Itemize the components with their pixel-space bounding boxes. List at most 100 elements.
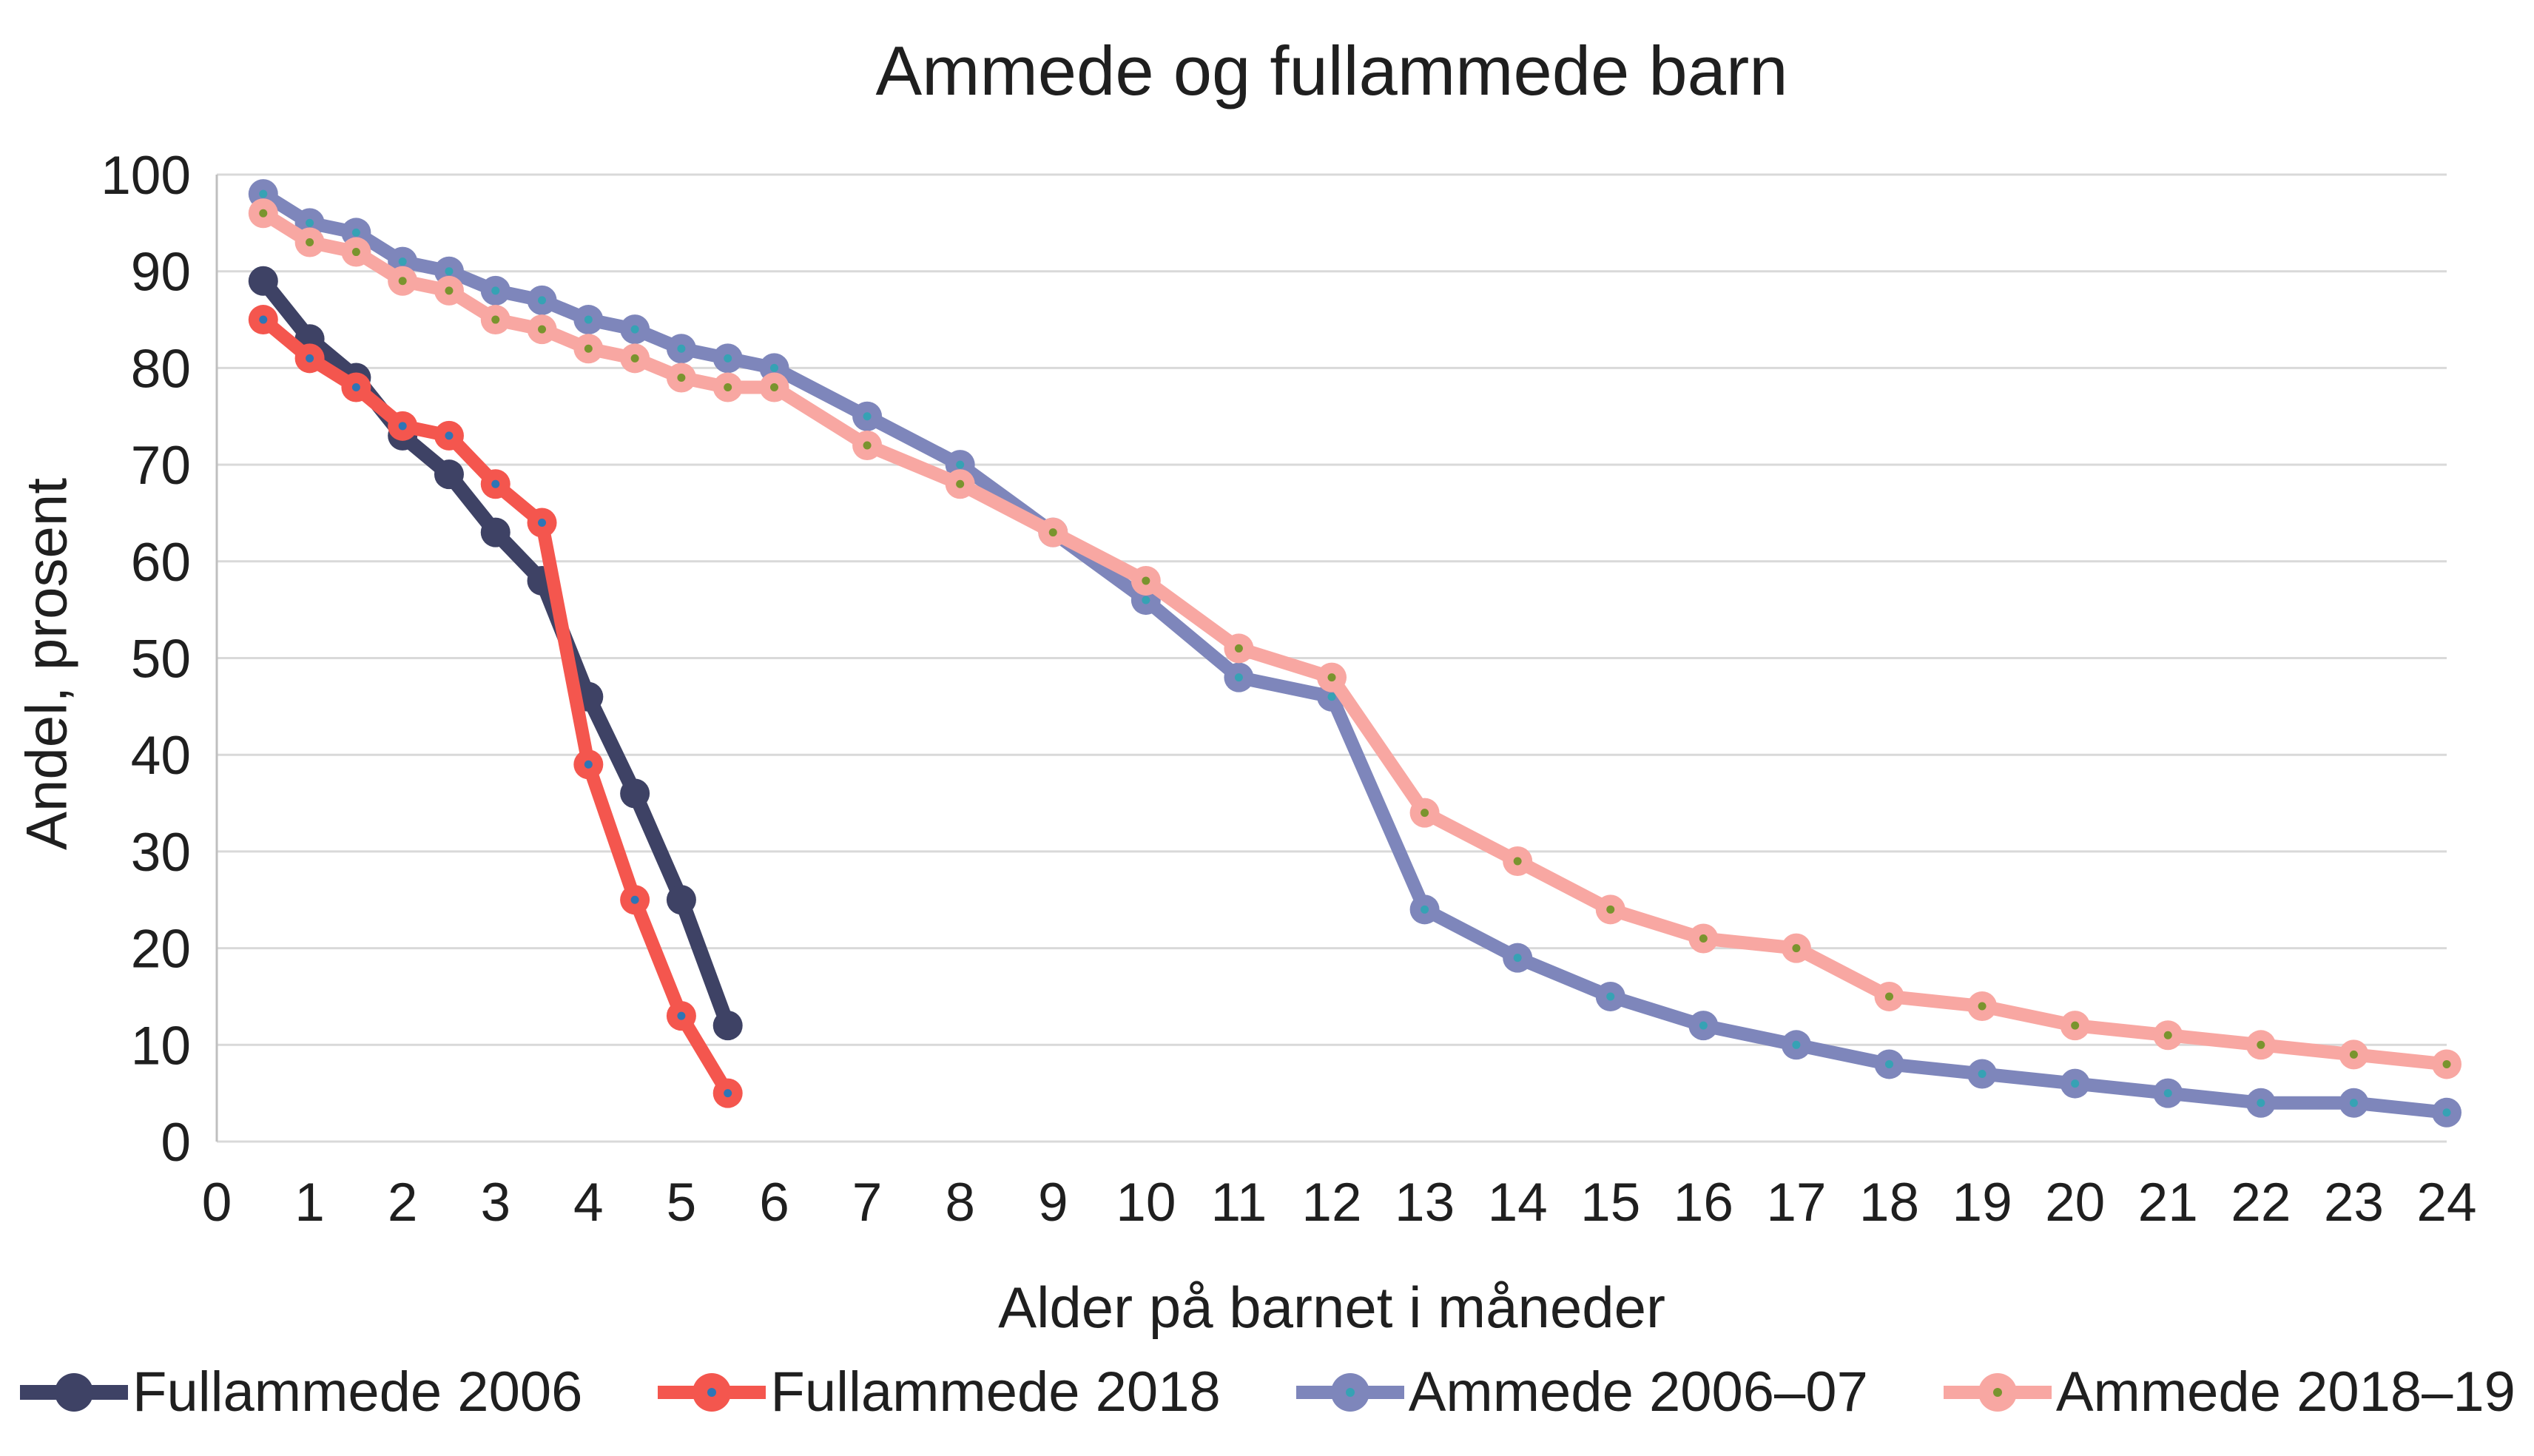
data-point [620,778,650,809]
legend-marker-icon [20,1372,129,1412]
data-point-center-dot [538,325,547,334]
x-tick-label: 22 [2231,1173,2291,1233]
data-point-center-dot [2163,1031,2172,1039]
x-tick-label: 10 [1116,1173,1176,1233]
data-point-center-dot [724,354,732,363]
data-point-center-dot [1606,992,1615,1001]
legend-label: Fullammede 2006 [132,1361,583,1423]
data-point-center-dot [1978,1002,1987,1011]
x-tick-label: 12 [1301,1173,1361,1233]
data-point-center-dot [538,519,547,528]
x-tick-label: 24 [2416,1173,2476,1233]
x-tick-label: 13 [1395,1173,1455,1233]
x-tick-label: 14 [1488,1173,1548,1233]
x-tick-label: 0 [202,1173,232,1233]
y-tick-label: 50 [131,630,191,690]
data-point-center-dot [1048,528,1057,537]
x-tick-label: 11 [1211,1173,1267,1233]
data-point-center-dot [584,344,593,353]
data-point-center-dot [398,422,407,431]
x-tick-label: 23 [2324,1173,2384,1233]
series-line-fullammede-2006 [255,273,735,1034]
data-point-center-dot [1885,992,1893,1001]
data-point-center-dot [956,460,965,469]
y-tick-label: 10 [131,1016,191,1076]
data-point-center-dot [351,248,360,257]
x-tick-label: 6 [759,1173,789,1233]
data-point-center-dot [1792,1040,1801,1049]
data-point-center-dot [259,315,268,324]
data-point-center-dot [1513,857,1522,866]
data-point-center-dot [1978,1070,1987,1079]
data-point-center-dot [2071,1079,2080,1088]
x-tick-label: 18 [1859,1173,1919,1233]
legend-item-fullammede-2018: Fullammede 2018 [656,1360,1221,1424]
data-point-center-dot [259,209,268,218]
y-tick-label: 90 [131,243,191,303]
data-point-center-dot [1421,905,1429,914]
x-tick-label: 5 [667,1173,697,1233]
data-point-center-dot [351,228,360,237]
data-point-center-dot [1885,1059,1893,1068]
data-point-center-dot [398,277,407,286]
data-point-center-dot [2349,1050,2358,1059]
data-point-center-dot [2257,1040,2265,1049]
x-tick-label: 4 [573,1173,604,1233]
y-tick-label: 40 [131,726,191,786]
data-point [712,1011,743,1041]
data-point-center-dot [1792,944,1801,953]
legend-item-fullammede-2006: Fullammede 2006 [18,1360,582,1424]
data-point-center-dot [677,1011,686,1020]
x-tick-label: 2 [388,1173,418,1233]
legend-label: Fullammede 2018 [770,1361,1221,1423]
y-tick-label: 70 [131,436,191,496]
y-tick-label: 20 [131,920,191,980]
data-point [666,885,696,915]
data-point-center-dot [956,479,965,488]
data-point-center-dot [630,895,639,904]
y-tick-label: 0 [161,1113,191,1173]
data-point-center-dot [306,218,314,227]
legend: Fullammede 2006 Fullammede 2018 Ammede 200… [0,1360,2534,1424]
data-point-center-dot [1421,809,1429,818]
data-point-center-dot [1699,1021,1708,1030]
data-point-center-dot [1327,673,1336,682]
legend-label: Ammede 2018–19 [2055,1361,2516,1423]
data-point-center-dot [584,760,593,769]
data-point-center-dot [1606,905,1615,914]
y-tick-label: 60 [131,533,191,593]
y-tick-label: 80 [131,339,191,399]
data-point-center-dot [2071,1021,2080,1030]
data-point-center-dot [2349,1099,2358,1108]
x-axis-title: Alder på barnet i måneder [998,1275,1665,1340]
data-point-center-dot [259,189,268,198]
legend-item-ammede-2018-19: Ammede 2018–19 [1942,1360,2516,1424]
x-tick-label: 8 [945,1173,975,1233]
legend-item-ammede-2006-07: Ammede 2006–07 [1295,1360,1868,1424]
data-point [434,459,464,490]
data-point-center-dot [445,431,454,440]
x-tick-label: 15 [1580,1173,1640,1233]
data-point-center-dot [770,363,778,372]
x-tick-label: 16 [1674,1173,1733,1233]
x-tick-label: 20 [2045,1173,2105,1233]
x-tick-label: 17 [1766,1173,1826,1233]
data-point-center-dot [770,383,778,392]
data-point-center-dot [2257,1099,2265,1108]
y-tick-label: 100 [101,146,191,206]
legend-marker-icon [658,1372,766,1412]
x-tick-label: 7 [852,1173,883,1233]
y-tick-label: 30 [131,823,191,883]
data-point-center-dot [677,373,686,382]
legend-label: Ammede 2006–07 [1408,1361,1868,1423]
data-point-center-dot [2442,1059,2451,1068]
data-point-center-dot [584,315,593,324]
data-point-center-dot [1327,692,1336,701]
data-point-center-dot [2163,1089,2172,1098]
x-tick-label: 9 [1038,1173,1068,1233]
x-tick-label: 19 [1952,1173,2012,1233]
data-point-center-dot [677,344,686,353]
data-point-center-dot [1234,673,1243,682]
